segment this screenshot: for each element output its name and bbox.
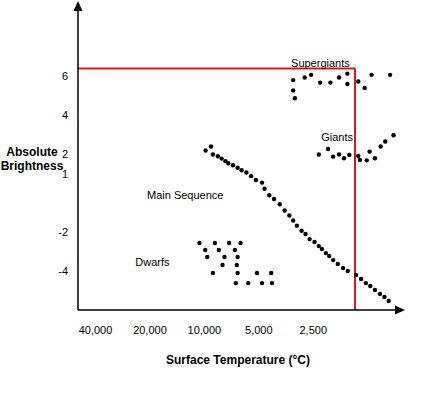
- svg-text:Surface Temperature (°C): Surface Temperature (°C): [166, 353, 310, 367]
- svg-text:2,500: 2,500: [300, 324, 328, 336]
- svg-text:-4: -4: [58, 265, 68, 277]
- svg-text:40,000: 40,000: [79, 324, 113, 336]
- svg-text:Giants: Giants: [321, 131, 353, 143]
- svg-text:Supergiants: Supergiants: [291, 57, 350, 69]
- svg-text:Main Sequence: Main Sequence: [147, 189, 223, 201]
- svg-text:4: 4: [62, 109, 68, 121]
- svg-text:20,000: 20,000: [133, 324, 167, 336]
- svg-text:6: 6: [62, 70, 68, 82]
- svg-text:-2: -2: [58, 226, 68, 238]
- svg-text:10,000: 10,000: [188, 324, 222, 336]
- svg-text:Dwarfs: Dwarfs: [135, 256, 170, 268]
- svg-text:5,000: 5,000: [245, 324, 273, 336]
- svg-text:AbsoluteBrightness: AbsoluteBrightness: [8, 145, 64, 173]
- svg-text:2: 2: [62, 148, 68, 160]
- svg-text:1: 1: [62, 168, 68, 180]
